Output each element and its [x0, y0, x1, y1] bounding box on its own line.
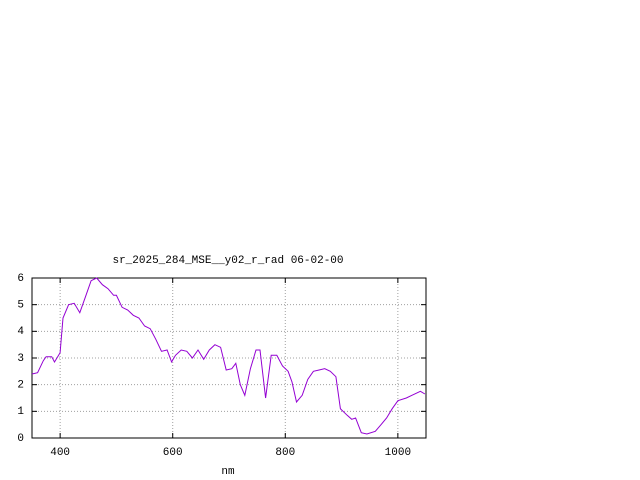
- x-tick-label: 600: [163, 447, 183, 459]
- x-tick-label: 800: [275, 447, 295, 459]
- y-tick-label: 1: [17, 406, 24, 418]
- y-tick-label: 0: [17, 433, 24, 445]
- data-line: [31, 277, 426, 435]
- x-tick-label: 400: [50, 447, 70, 459]
- x-axis-label: nm: [221, 466, 235, 478]
- y-tick-label: 3: [17, 353, 24, 365]
- x-tick-label: 1000: [385, 447, 411, 459]
- y-tick-label: 6: [17, 273, 24, 285]
- plot-border: [31, 277, 427, 439]
- chart-title: sr_2025_284_MSE__y02_r_rad 06-02-00: [112, 255, 343, 267]
- y-tick-label: 5: [17, 300, 24, 312]
- y-tick-label: 2: [17, 380, 24, 392]
- y-tick-label: 4: [17, 326, 24, 338]
